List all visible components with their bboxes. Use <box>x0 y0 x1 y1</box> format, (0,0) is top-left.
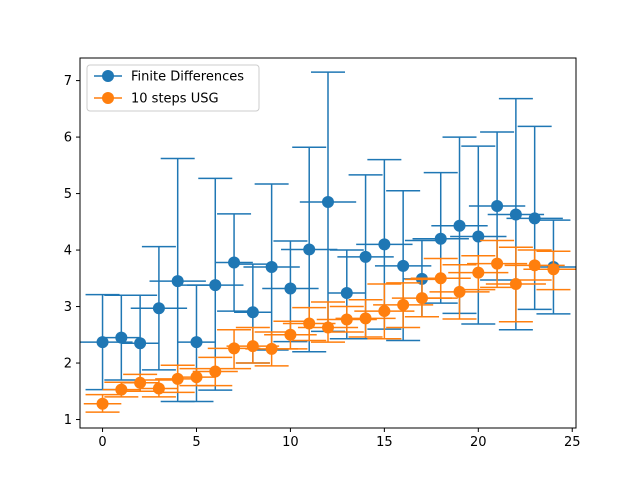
legend: Finite Differences 10 steps USG <box>86 64 260 112</box>
data-point <box>115 383 128 396</box>
data-point <box>340 286 353 299</box>
y-tick-label: 5 <box>64 187 72 202</box>
x-tick-label: 15 <box>376 435 393 450</box>
data-point <box>322 196 334 209</box>
legend-marker-finite-differences <box>102 70 114 82</box>
ticks-layer: 0 5 10 15 20 25 1 2 3 4 5 6 7 <box>64 74 581 450</box>
y-tick-label: 1 <box>64 413 72 428</box>
legend-entry-finite-differences: Finite Differences <box>94 70 244 85</box>
x-tick-label: 0 <box>98 435 106 450</box>
data-point <box>190 371 203 384</box>
data-point <box>115 331 128 344</box>
data-point <box>509 277 522 290</box>
data-point <box>152 302 165 315</box>
data-point <box>152 382 165 395</box>
data-point <box>378 305 391 318</box>
legend-entry-10-steps-usg: 10 steps USG <box>94 92 219 107</box>
y-tick-label: 7 <box>64 74 72 89</box>
data-point <box>265 261 278 274</box>
data-point <box>303 317 316 330</box>
data-point <box>209 365 222 378</box>
data-point <box>96 336 109 349</box>
data-point <box>228 256 241 269</box>
data-point <box>415 292 428 305</box>
series-finite-differences <box>80 71 576 403</box>
x-tick-label: 25 <box>564 435 581 450</box>
x-tick-label: 5 <box>192 435 200 450</box>
data-point <box>246 340 259 353</box>
data-point <box>284 282 297 295</box>
data-point <box>96 397 109 410</box>
legend-marker-10-steps-usg <box>102 92 114 104</box>
data-point <box>171 275 184 288</box>
data-point <box>528 212 541 225</box>
data-point <box>453 219 466 232</box>
x-tick-label: 10 <box>282 435 299 450</box>
data-point <box>509 208 522 221</box>
data-point <box>491 200 504 212</box>
data-point <box>228 342 241 355</box>
data-point <box>472 230 485 243</box>
y-tick-label: 2 <box>64 357 72 372</box>
y-tick-label: 4 <box>64 244 72 259</box>
data-point <box>265 342 278 355</box>
legend-label-finite-differences: Finite Differences <box>131 70 244 85</box>
legend-label-10-steps-usg: 10 steps USG <box>131 92 219 107</box>
data-point <box>547 263 560 276</box>
series-layer <box>80 71 576 413</box>
data-point <box>303 243 316 256</box>
axes-frame <box>79 57 577 429</box>
series-10-steps-usg <box>83 239 576 413</box>
data-point <box>284 328 297 341</box>
data-point <box>209 279 222 292</box>
y-tick-label: 3 <box>64 300 72 315</box>
data-point <box>453 285 466 298</box>
data-point <box>472 266 485 279</box>
data-point <box>434 232 447 245</box>
data-point <box>378 238 391 251</box>
data-point <box>397 259 410 272</box>
data-point <box>359 250 372 263</box>
data-point <box>397 298 410 311</box>
data-point <box>190 336 203 349</box>
data-point <box>434 272 447 285</box>
x-tick-label: 20 <box>470 435 487 450</box>
data-point <box>171 372 184 385</box>
data-point <box>246 306 259 319</box>
y-tick-label: 6 <box>64 131 72 146</box>
data-point <box>322 321 334 334</box>
data-point <box>134 337 147 350</box>
data-point <box>528 259 541 272</box>
data-point <box>340 313 353 326</box>
data-point <box>359 312 372 325</box>
data-point <box>134 376 147 389</box>
legend-box <box>86 64 260 112</box>
data-point <box>491 257 504 270</box>
